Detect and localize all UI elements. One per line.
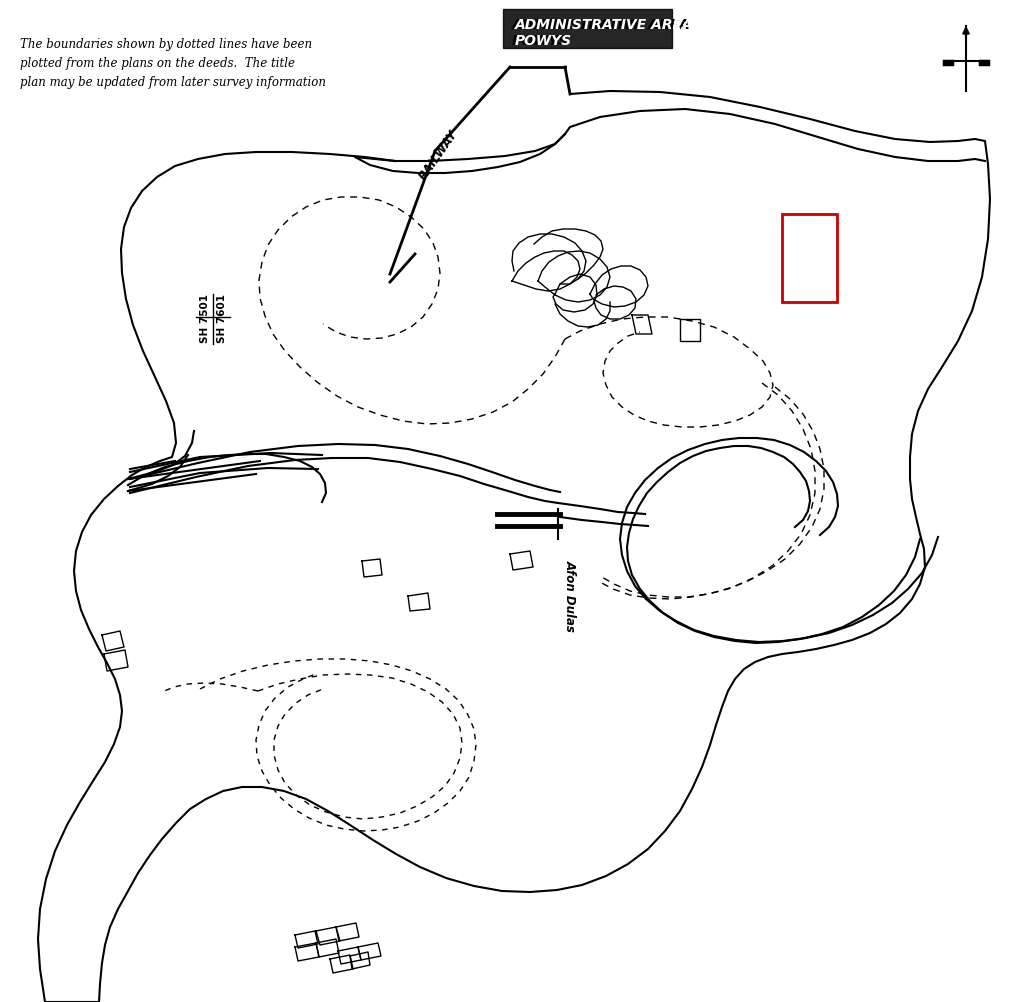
Text: RAILWAY: RAILWAY bbox=[416, 127, 460, 182]
Text: SH 7501: SH 7501 bbox=[200, 294, 210, 342]
Text: The boundaries shown by dotted lines have been
plotted from the plans on the dee: The boundaries shown by dotted lines hav… bbox=[20, 38, 326, 89]
Text: SH 7601: SH 7601 bbox=[217, 294, 227, 342]
Text: ADMINISTRATIVE AREA: ADMINISTRATIVE AREA bbox=[515, 18, 693, 32]
Text: POWYS: POWYS bbox=[512, 34, 569, 48]
Bar bbox=[782, 214, 837, 303]
FancyBboxPatch shape bbox=[502, 10, 672, 49]
Text: Afon Dulas: Afon Dulas bbox=[562, 559, 576, 631]
Text: POWYS: POWYS bbox=[515, 34, 572, 48]
Text: ADMINISTRATIVE AREA: ADMINISTRATIVE AREA bbox=[512, 18, 690, 32]
